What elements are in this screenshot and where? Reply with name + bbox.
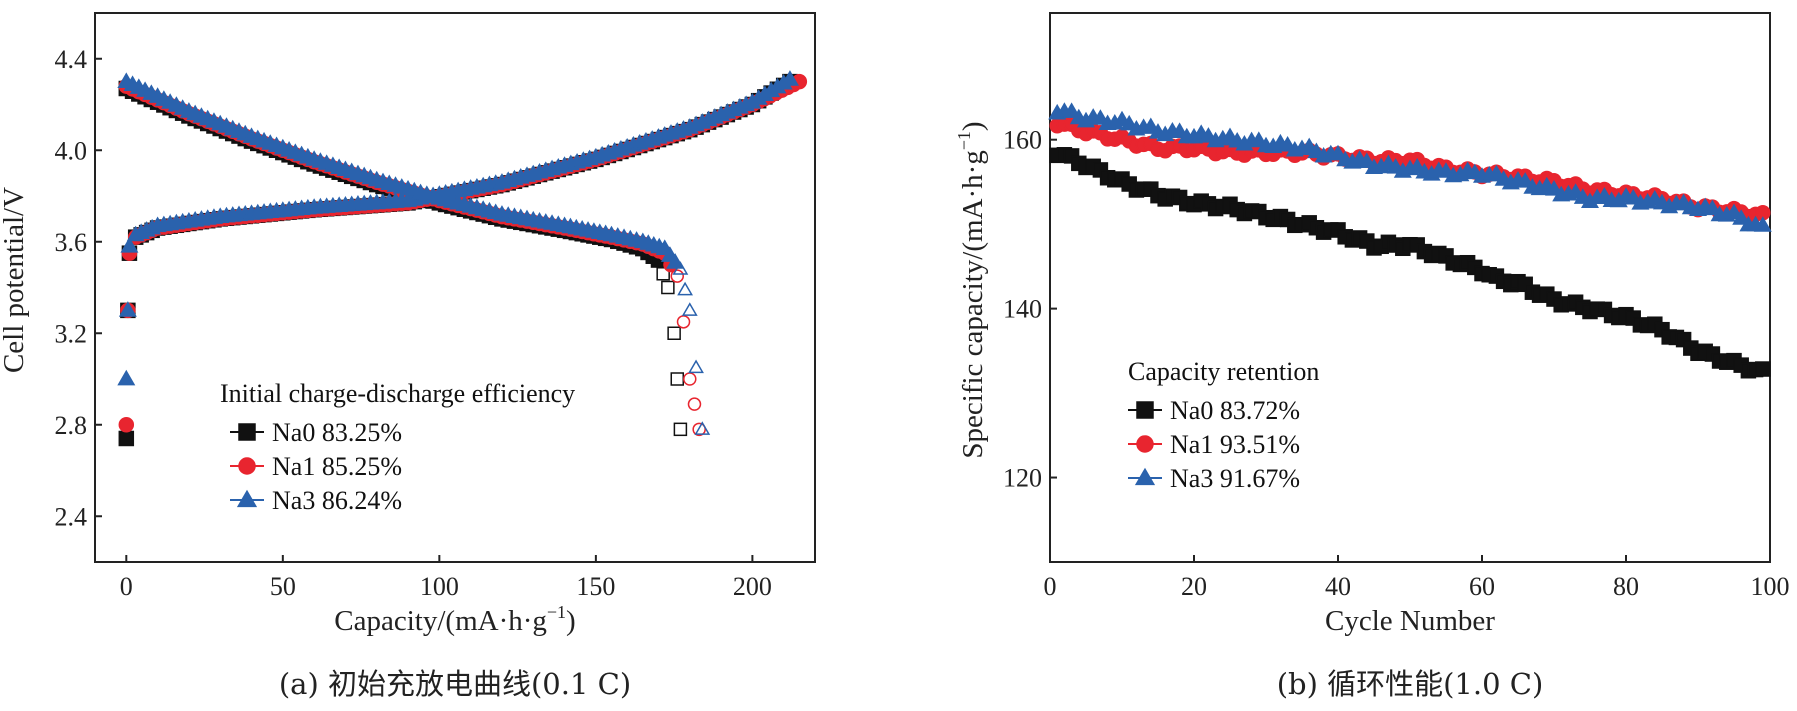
panel-b-cycling: 0 20 40 60 80 100 120 140 160 Specific capacity/… bbox=[954, 12, 1790, 701]
panel-a-ticks: 0 50 100 150 200 2.4 2.8 3.2 3.6 4.0 4.4 bbox=[55, 45, 772, 601]
panel-b-legend: Capacity retention Na0 83.72%Na1 93.51%N… bbox=[1128, 357, 1319, 493]
panel-a-legend-title: Initial charge-discharge efficiency bbox=[220, 379, 575, 408]
panel-a-discharge-point-na3 bbox=[672, 261, 689, 275]
panel-a-x-tick-label: 100 bbox=[420, 572, 459, 601]
panel-a-discharge-point-na0 bbox=[670, 372, 685, 386]
panel-a-discharge-point-na3 bbox=[694, 421, 711, 435]
panel-a-y-axis-label: Cell potential/V bbox=[0, 187, 30, 373]
panel-b-legend-marker-na0 bbox=[1136, 401, 1154, 419]
panel-a-data-marks bbox=[117, 70, 808, 447]
panel-a-charge-point-na1 bbox=[118, 417, 135, 433]
panel-a-legend-label-na0: Na0 83.25% bbox=[272, 418, 402, 447]
panel-b-point-na3 bbox=[1732, 209, 1751, 225]
panel-b-point-na3 bbox=[1516, 172, 1535, 188]
panel-a-discharge-point-na0 bbox=[656, 267, 670, 281]
panel-a-charge-point-na0 bbox=[118, 430, 135, 447]
panel-b-x-tick-label: 80 bbox=[1613, 572, 1639, 601]
panel-b-point-na3 bbox=[1544, 180, 1564, 196]
panel-b-point-na3 bbox=[1328, 144, 1348, 161]
panel-a-discharge-point-na1 bbox=[683, 372, 697, 386]
panel-a-x-tick-label: 0 bbox=[120, 572, 133, 601]
panel-b-point-na3 bbox=[1703, 199, 1722, 216]
panel-b-caption: (b) 循环性能(1.0 C) bbox=[1277, 667, 1544, 701]
panel-a-discharge-point-na1 bbox=[692, 422, 706, 437]
panel-a-y-tick-label: 4.4 bbox=[55, 45, 88, 74]
panel-b-y-tick-label: 160 bbox=[1003, 126, 1042, 155]
panel-a-legend-marker-na1 bbox=[238, 457, 256, 475]
panel-a-discharge-point-na3 bbox=[688, 359, 704, 374]
panel-a-discharge-point-na3 bbox=[681, 302, 698, 316]
panel-b-x-tick-label: 100 bbox=[1751, 572, 1790, 601]
panel-b-x-tick-label: 60 bbox=[1469, 572, 1495, 601]
panel-b-x-tick-label: 20 bbox=[1181, 572, 1207, 601]
panel-b-x-tick-label: 0 bbox=[1044, 572, 1057, 601]
panel-a-x-tick-label: 200 bbox=[733, 572, 772, 601]
panel-b-y-tick-label: 140 bbox=[1003, 295, 1042, 324]
panel-a-x-axis-label: Capacity/(mA·h·g−1) bbox=[334, 602, 575, 637]
panel-a-discharge-point-na1 bbox=[676, 315, 691, 329]
panel-a-legend-entries: Na0 83.25% Na1 85.25% Na3 86.24% bbox=[230, 418, 402, 515]
panel-b-x-tick-label: 40 bbox=[1325, 572, 1351, 601]
panel-b-point-na3 bbox=[1753, 216, 1772, 232]
panel-b-legend-title: Capacity retention bbox=[1128, 357, 1319, 386]
panel-a-legend-marker-na3 bbox=[236, 489, 258, 508]
panel-a-charge-point-na3 bbox=[780, 70, 799, 86]
panel-a-y-tick-label: 3.2 bbox=[55, 319, 88, 348]
panel-b-legend-label-na1: Na1 93.51% bbox=[1170, 430, 1300, 459]
panel-b-x-axis-label: Cycle Number bbox=[1325, 605, 1495, 637]
panel-a-caption: (a) 初始充放电曲线(0.1 C) bbox=[279, 667, 631, 701]
panel-a-discharge-point-na1 bbox=[687, 397, 702, 411]
panel-a-y-tick-label: 2.8 bbox=[55, 411, 88, 440]
panel-a-x-tick-label: 150 bbox=[576, 572, 615, 601]
panel-a-y-tick-label: 4.0 bbox=[55, 136, 88, 165]
panel-a-charge-point-na3 bbox=[118, 301, 137, 317]
panel-a-y-tick-label: 3.6 bbox=[55, 228, 88, 257]
panel-b-point-na3 bbox=[1062, 102, 1081, 118]
panel-b-legend-marker-na1 bbox=[1136, 435, 1154, 453]
panel-a-discharge-point-na0 bbox=[661, 280, 675, 295]
panel-a-discharge-point-na3 bbox=[677, 281, 693, 296]
panel-b-point-na0 bbox=[1755, 361, 1771, 377]
panel-a-charge-point-na3 bbox=[120, 237, 139, 253]
panel-b-ticks: 0 20 40 60 80 100 120 140 160 bbox=[1003, 126, 1790, 601]
panel-a-charge-point-na3 bbox=[117, 369, 136, 386]
panel-b-point-na3 bbox=[1357, 152, 1376, 169]
panel-b-legend-marker-na3 bbox=[1134, 467, 1156, 486]
panel-a-discharge-point-na1 bbox=[670, 269, 685, 283]
panel-b-legend-entries: Na0 83.72% Na1 93.51% Na3 91.67% bbox=[1128, 396, 1300, 493]
panel-b-legend-label-na3: Na3 91.67% bbox=[1170, 464, 1300, 493]
panel-b-plot-frame bbox=[1049, 12, 1771, 563]
panel-b-y-tick-label: 120 bbox=[1003, 464, 1042, 493]
panel-b-y-axis-label: Specific capacity/(mA·h·g−1) bbox=[954, 121, 989, 458]
panel-b-legend-label-na0: Na0 83.72% bbox=[1170, 396, 1300, 425]
panel-a-discharge-point-na0 bbox=[673, 422, 688, 437]
panel-a-legend-label-na1: Na1 85.25% bbox=[272, 452, 402, 481]
panel-a-legend: Initial charge-discharge efficiency Na0 … bbox=[220, 379, 575, 515]
panel-a-discharge-point-na0 bbox=[667, 326, 681, 340]
panel-a-x-tick-label: 50 bbox=[270, 572, 296, 601]
panel-a-legend-label-na3: Na3 86.24% bbox=[272, 486, 402, 515]
panel-a-legend-marker-na0 bbox=[238, 423, 256, 441]
panel-a-plot-frame bbox=[94, 12, 816, 563]
panel-a-y-tick-label: 2.4 bbox=[55, 502, 88, 531]
panel-b-data-marks bbox=[1048, 102, 1772, 379]
panel-a-charge-discharge: 0 50 100 150 200 2.4 2.8 3.2 3.6 4.0 4.4 Cell pote… bbox=[0, 12, 816, 701]
